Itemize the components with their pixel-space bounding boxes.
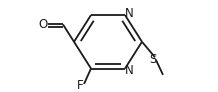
Text: N: N	[125, 7, 133, 20]
Text: N: N	[125, 64, 133, 77]
Text: O: O	[38, 18, 48, 31]
Text: F: F	[77, 79, 83, 92]
Text: S: S	[149, 53, 157, 66]
